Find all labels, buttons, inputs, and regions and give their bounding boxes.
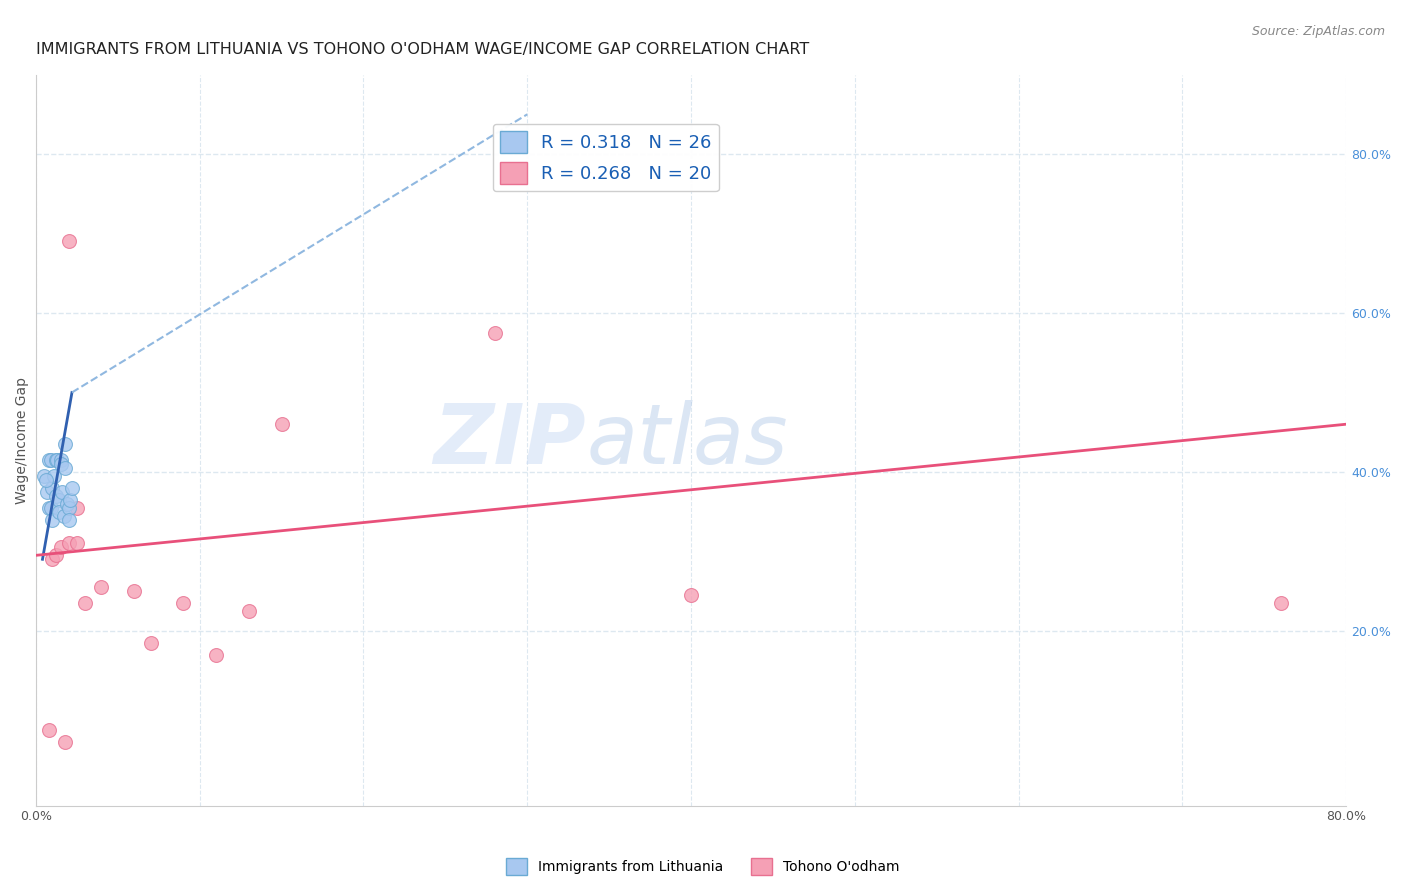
Point bbox=[45, 549, 67, 563]
Point bbox=[46, 453, 69, 467]
Point bbox=[58, 500, 80, 515]
Point bbox=[38, 723, 60, 738]
Point bbox=[41, 481, 63, 495]
Text: IMMIGRANTS FROM LITHUANIA VS TOHONO O'ODHAM WAGE/INCOME GAP CORRELATION CHART: IMMIGRANTS FROM LITHUANIA VS TOHONO O'OD… bbox=[37, 42, 810, 57]
Point bbox=[58, 235, 80, 249]
Point bbox=[55, 735, 77, 749]
Point bbox=[49, 541, 72, 555]
Point bbox=[55, 461, 77, 475]
Point bbox=[122, 584, 145, 599]
Point bbox=[35, 473, 58, 487]
Y-axis label: Wage/Income Gap: Wage/Income Gap bbox=[15, 376, 30, 504]
Point bbox=[32, 468, 55, 483]
Point bbox=[51, 484, 73, 499]
Text: atlas: atlas bbox=[586, 400, 787, 481]
Point bbox=[49, 457, 72, 471]
Point bbox=[42, 468, 65, 483]
Point bbox=[172, 596, 194, 610]
Point bbox=[37, 484, 59, 499]
Point bbox=[48, 505, 70, 519]
Point bbox=[38, 453, 60, 467]
Point bbox=[45, 453, 67, 467]
Point bbox=[41, 552, 63, 566]
Point bbox=[58, 512, 80, 526]
Point bbox=[52, 508, 75, 523]
Point bbox=[59, 492, 82, 507]
Text: Source: ZipAtlas.com: Source: ZipAtlas.com bbox=[1251, 25, 1385, 38]
Point bbox=[45, 489, 67, 503]
Point bbox=[679, 588, 702, 602]
Point bbox=[139, 636, 162, 650]
Point bbox=[58, 536, 80, 550]
Point bbox=[60, 481, 83, 495]
Point bbox=[66, 536, 89, 550]
Point bbox=[205, 648, 228, 662]
Point bbox=[48, 492, 70, 507]
Point bbox=[238, 604, 260, 618]
Point bbox=[55, 437, 77, 451]
Point bbox=[38, 500, 60, 515]
Legend: R = 0.318   N = 26, R = 0.268   N = 20: R = 0.318 N = 26, R = 0.268 N = 20 bbox=[492, 124, 718, 192]
Point bbox=[66, 500, 89, 515]
Legend: Immigrants from Lithuania, Tohono O'odham: Immigrants from Lithuania, Tohono O'odha… bbox=[501, 853, 905, 880]
Point bbox=[90, 580, 112, 594]
Point bbox=[49, 453, 72, 467]
Point bbox=[1270, 596, 1292, 610]
Point bbox=[39, 453, 62, 467]
Text: ZIP: ZIP bbox=[433, 400, 586, 481]
Point bbox=[75, 596, 97, 610]
Point bbox=[484, 326, 506, 340]
Point bbox=[41, 512, 63, 526]
Point bbox=[270, 417, 292, 432]
Point bbox=[39, 500, 62, 515]
Point bbox=[56, 497, 79, 511]
